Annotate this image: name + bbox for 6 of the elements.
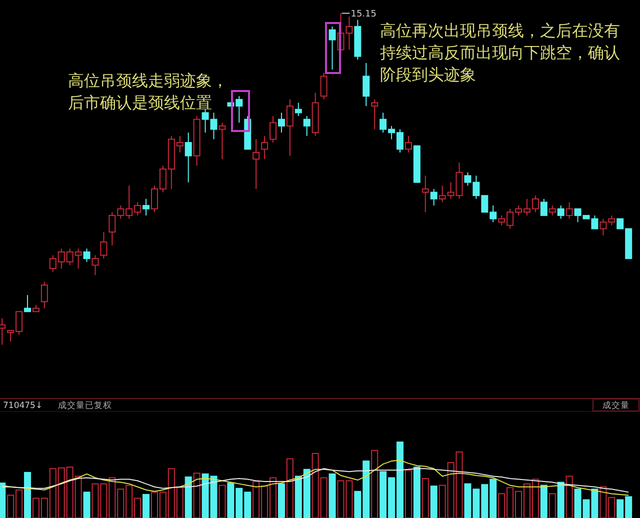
text: 成交量 [602, 400, 630, 411]
text: 成交量已复权 [58, 400, 112, 411]
annotation: 高位再次出现吊颈线，之后在没有持续过高反而出现向下跳空，确认阶段到头迹象 [380, 20, 621, 86]
text: 710475↓ [3, 401, 43, 411]
annotation: 高位吊颈线走弱迹象，后市确认是颈线位置 [68, 70, 229, 114]
annotation: 15.15 [350, 9, 377, 20]
